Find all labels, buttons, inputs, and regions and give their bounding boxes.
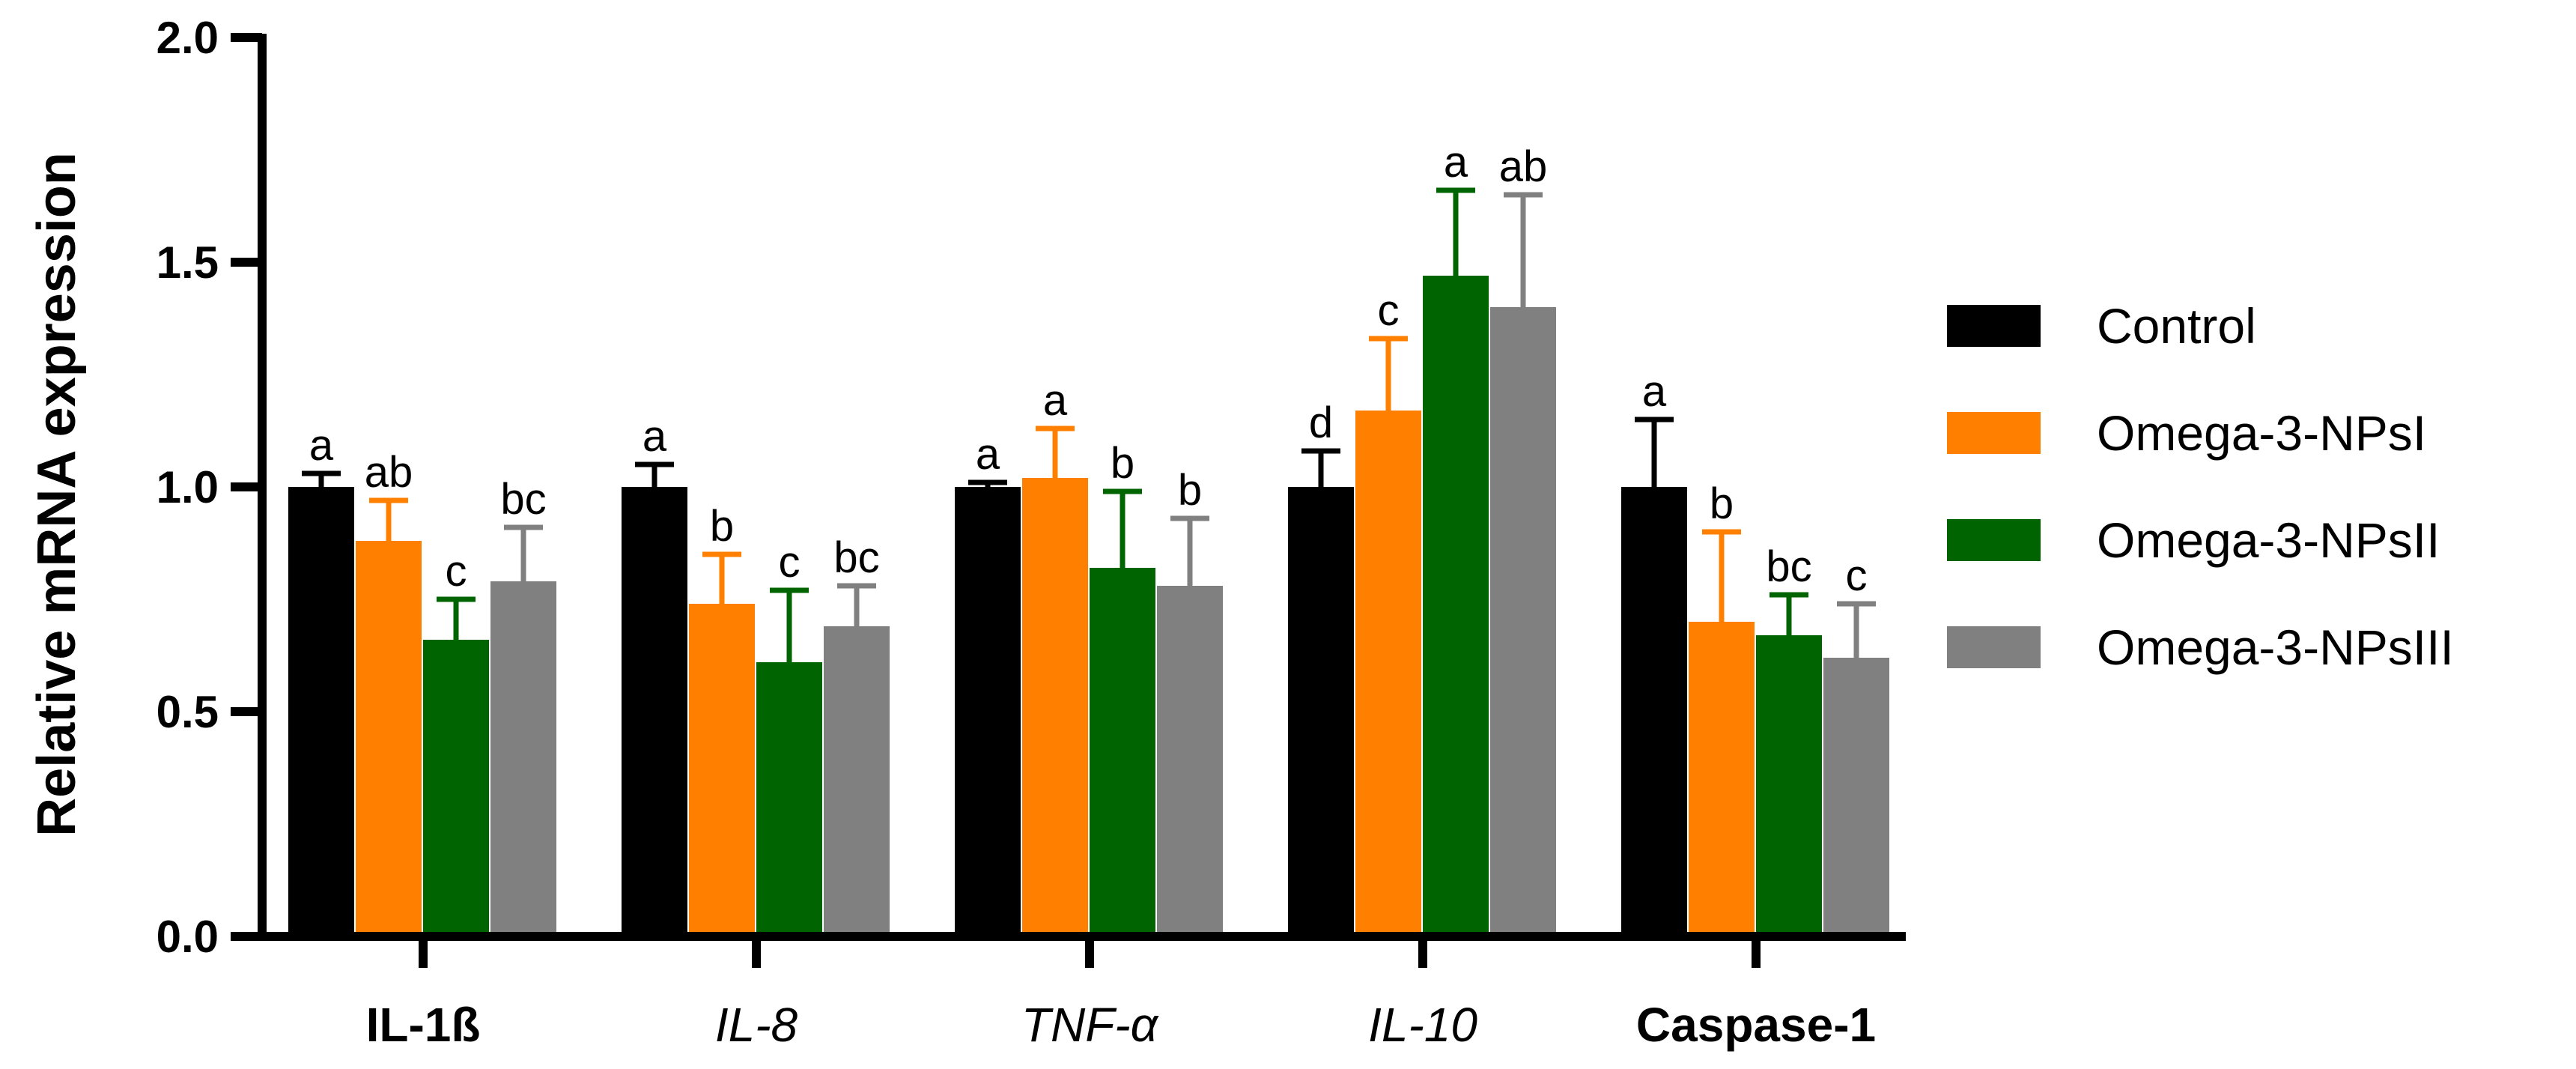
bar-omega-3-npsi-4	[1355, 411, 1421, 936]
legend-label-2: Omega-3-NPsI	[2097, 405, 2426, 461]
x-tick-label-4: IL-10	[1368, 998, 1477, 1052]
error-bars-layer	[302, 187, 1876, 662]
y-tick-label: 1.5	[157, 237, 219, 288]
y-tick-label: 2.0	[157, 13, 219, 63]
bars-layer	[288, 276, 1889, 936]
legend-swatch-1	[1947, 305, 2041, 347]
bar-omega-3-npsi-5	[1689, 622, 1755, 936]
significance-letter: b	[710, 502, 734, 551]
significance-letter: d	[1309, 399, 1333, 447]
bar-omega-3-npsii-2	[756, 662, 822, 936]
bar-control-3	[955, 487, 1021, 936]
significance-letter: b	[1710, 479, 1734, 528]
significance-letter: b	[1178, 466, 1202, 515]
significance-letter: ab	[365, 448, 413, 497]
significance-letter: c	[1378, 286, 1400, 335]
legend: Control Omega-3-NPsI Omega-3-NPsII Omega-3-…	[1947, 298, 2454, 675]
significance-letter: a	[309, 421, 334, 470]
bar-omega-3-npsiii-2	[824, 626, 890, 936]
bar-omega-3-npsiii-3	[1157, 586, 1223, 936]
significance-letter: bc	[833, 533, 879, 582]
significance-letter: bc	[1766, 542, 1811, 591]
bar-omega-3-npsiii-1	[490, 581, 556, 936]
legend-label-1: Control	[2097, 298, 2256, 354]
legend-swatch-2	[1947, 412, 2041, 454]
x-tick-label-3: TNF-α	[1021, 998, 1159, 1052]
significance-letter: c	[779, 538, 801, 587]
bar-omega-3-npsi-1	[356, 541, 422, 936]
significance-letter: a	[976, 430, 1000, 479]
legend-label-4: Omega-3-NPsIII	[2097, 620, 2454, 675]
x-tick-label-2: IL-8	[715, 998, 798, 1052]
bar-control-1	[288, 487, 354, 936]
legend-swatch-3	[1947, 519, 2041, 561]
y-tick-label: 1.0	[157, 462, 219, 512]
bar-control-2	[622, 487, 687, 936]
significance-letter: a	[1642, 367, 1667, 416]
significance-letter: a	[1043, 376, 1068, 425]
x-tick-label-5: Caspase-1	[1636, 998, 1876, 1052]
significance-letter: a	[643, 412, 667, 461]
y-tick-label: 0.5	[157, 687, 219, 737]
x-tick-label-1: IL-1ß	[366, 998, 481, 1052]
significance-letter: c	[1846, 551, 1868, 600]
y-tick-label: 0.0	[157, 912, 219, 962]
significance-letter: ab	[1499, 142, 1548, 191]
bar-omega-3-npsiii-5	[1823, 658, 1889, 936]
bar-omega-3-npsi-3	[1022, 478, 1088, 936]
legend-swatch-4	[1947, 626, 2041, 668]
axes-layer: 0.0 0.5 1.0 1.5 2.0 IL-1ß IL-8 TNF-α IL-10 Caspas…	[27, 13, 1906, 1052]
bar-omega-3-npsii-1	[423, 640, 489, 936]
significance-letter: c	[446, 547, 467, 596]
legend-label-3: Omega-3-NPsII	[2097, 512, 2440, 568]
significance-letter: b	[1111, 439, 1134, 488]
bar-omega-3-npsiii-4	[1490, 307, 1556, 936]
bar-control-4	[1288, 487, 1354, 936]
bar-control-5	[1621, 487, 1687, 936]
bar-omega-3-npsii-3	[1090, 568, 1155, 936]
significance-letter: a	[1444, 138, 1468, 187]
bar-omega-3-npsi-2	[689, 604, 755, 936]
bar-omega-3-npsii-4	[1423, 276, 1489, 936]
y-axis-label: Relative mRNA expression	[27, 152, 87, 837]
bar-omega-3-npsii-5	[1756, 635, 1822, 936]
significance-letter: bc	[500, 475, 546, 524]
